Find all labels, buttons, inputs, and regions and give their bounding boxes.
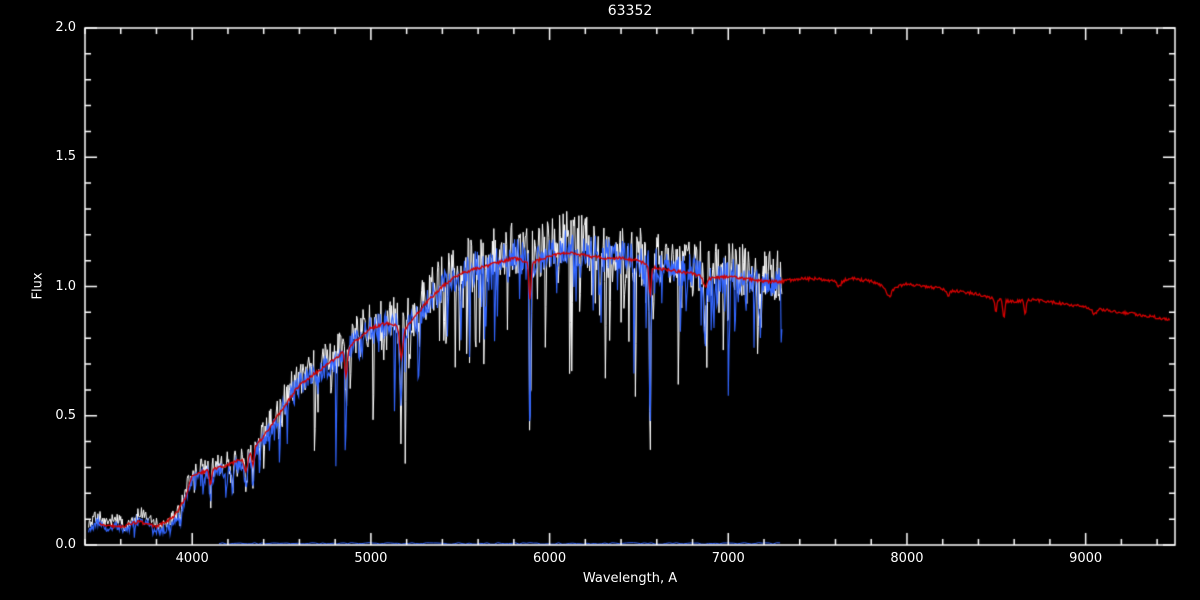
y-tick-label: 1.5 bbox=[55, 149, 76, 165]
x-tick-label: 6000 bbox=[533, 551, 567, 566]
y-tick-label: 0.0 bbox=[55, 537, 76, 552]
x-tick-label: 8000 bbox=[890, 551, 924, 566]
plot-title: 63352 bbox=[607, 3, 653, 19]
x-tick-label: 9000 bbox=[1069, 551, 1103, 566]
y-tick-label: 1.0 bbox=[55, 278, 76, 294]
x-tick-label: 4000 bbox=[175, 551, 209, 566]
y-tick-label: 2.0 bbox=[55, 20, 76, 35]
y-tick-label: 0.5 bbox=[55, 407, 76, 423]
x-tick-label: 7000 bbox=[711, 551, 745, 566]
x-axis-label: Wavelength, A bbox=[582, 571, 678, 586]
x-tick-label: 5000 bbox=[354, 551, 388, 566]
